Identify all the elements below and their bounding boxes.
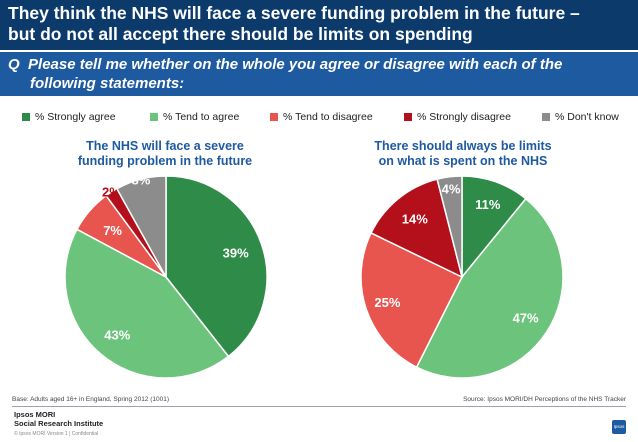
pie-label-tend-to-agree: 47% bbox=[513, 311, 539, 326]
pie-label-dont-know: 4% bbox=[442, 181, 461, 196]
legend-label: % Don't know bbox=[555, 111, 619, 123]
legend-swatch bbox=[542, 113, 550, 121]
base-note: Base: Adults aged 16+ in England, Spring… bbox=[12, 396, 170, 403]
pie-slice-tend-to-agree bbox=[64, 228, 230, 379]
legend-label: % Strongly agree bbox=[35, 111, 116, 123]
source-note: Source: Ipsos MORI/DH Perceptions of the… bbox=[463, 396, 626, 403]
slide-title-line-1: They think the NHS will face a severe fu… bbox=[8, 3, 580, 23]
legend-swatch bbox=[404, 113, 412, 121]
chart-title-funding-problem: The NHS will face a severe funding probl… bbox=[30, 139, 300, 169]
question-text: Q Please tell me whether on the whole yo… bbox=[8, 55, 632, 93]
footer-divider bbox=[12, 406, 626, 407]
pie-label-strongly-agree: 39% bbox=[223, 245, 249, 260]
logo-line-1: Ipsos MORI bbox=[14, 410, 56, 419]
legend-item-strongly-agree: % Strongly agree bbox=[22, 111, 116, 123]
question-line-2: following statements: bbox=[30, 75, 185, 92]
legend-label: % Tend to disagree bbox=[283, 111, 373, 123]
legend-item-tend-to-disagree: % Tend to disagree bbox=[270, 111, 373, 123]
pie-slice-strongly-disagree bbox=[370, 178, 464, 279]
question-prefix: Q bbox=[8, 56, 20, 73]
pie-label-dont-know: 8% bbox=[132, 173, 151, 188]
logo-line-2: Social Research Institute bbox=[14, 419, 104, 428]
chart-title-spending-limits: There should always be limits on what is… bbox=[328, 139, 598, 169]
pie-label-tend-to-disagree: 7% bbox=[103, 223, 122, 238]
pie-label-tend-to-disagree: 25% bbox=[374, 295, 400, 310]
legend-swatch bbox=[270, 113, 278, 121]
pie-slice-dont-know bbox=[436, 175, 463, 278]
legend-swatch bbox=[150, 113, 158, 121]
legend-item-strongly-disagree: % Strongly disagree bbox=[404, 111, 511, 123]
legend-item-dont-know: % Don't know bbox=[542, 111, 619, 123]
pie-slice-tend-to-disagree bbox=[360, 231, 464, 369]
chart-title-line-1: The NHS will face a severe bbox=[86, 139, 244, 153]
question-bar: Q Please tell me whether on the whole yo… bbox=[0, 52, 638, 96]
question-line-1: Please tell me whether on the whole you … bbox=[28, 56, 563, 73]
legend: % Strongly agree % Tend to agree % Tend … bbox=[0, 111, 638, 127]
pie-chart-funding-problem: 39%43%7%2%8% bbox=[64, 173, 268, 379]
pie-slice-dont-know bbox=[115, 175, 167, 280]
ipsos-logo-badge: Ipsos bbox=[612, 420, 626, 434]
title-bar: They think the NHS will face a severe fu… bbox=[0, 0, 638, 50]
legend-swatch bbox=[22, 113, 30, 121]
pie-chart-spending-limits: 11% 47% 25% 14% 4% bbox=[360, 175, 564, 379]
slide-title: They think the NHS will face a severe fu… bbox=[8, 3, 632, 45]
pie-slice-strongly-agree bbox=[165, 175, 268, 358]
slide-title-line-2: but do not all accept there should be li… bbox=[8, 24, 473, 44]
legend-label: % Tend to agree bbox=[163, 111, 240, 123]
pie-label-tend-to-agree: 43% bbox=[104, 328, 130, 343]
legend-item-tend-to-agree: % Tend to agree bbox=[150, 111, 239, 123]
legend-label: % Strongly disagree bbox=[417, 111, 511, 123]
chart-title-line-1: There should always be limits bbox=[374, 139, 552, 153]
copyright: © Ipsos MORI Version 1 | Confidential bbox=[14, 431, 99, 437]
pie-label-strongly-disagree: 14% bbox=[402, 212, 428, 227]
pie-slice-strongly-agree bbox=[461, 175, 527, 280]
chart-title-line-2: on what is spent on the NHS bbox=[378, 154, 548, 168]
pie-label-strongly-agree: 11% bbox=[475, 197, 501, 212]
pie-slice-tend-to-agree bbox=[415, 197, 564, 379]
chart-title-line-2: funding problem in the future bbox=[77, 154, 253, 168]
